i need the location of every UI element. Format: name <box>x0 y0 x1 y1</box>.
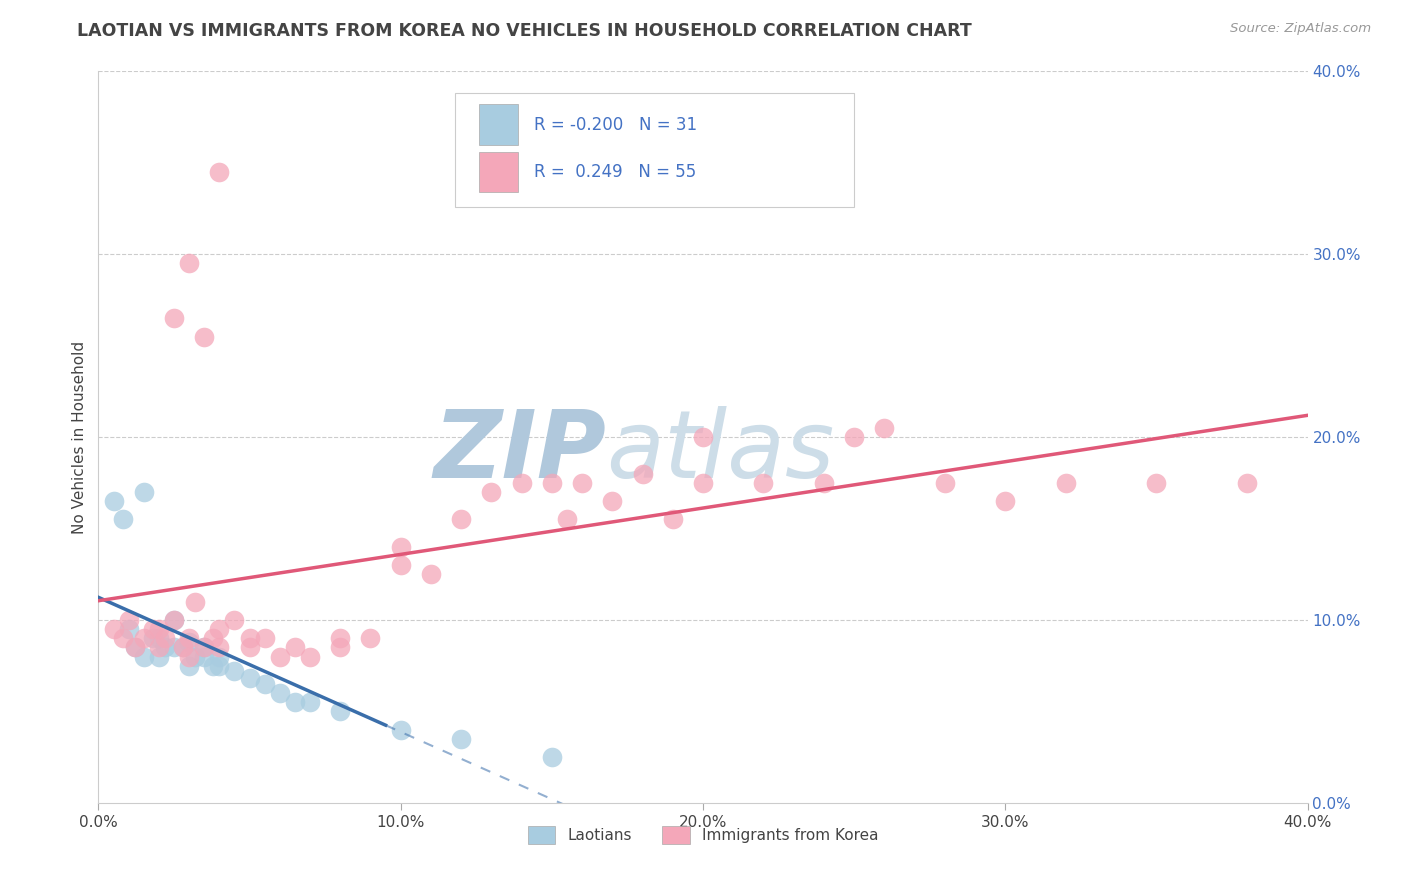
Point <box>389 723 412 737</box>
Point <box>1236 475 1258 490</box>
Point <box>994 494 1017 508</box>
Point <box>179 632 201 646</box>
Point <box>132 649 155 664</box>
Point <box>540 475 562 490</box>
Point <box>163 613 186 627</box>
Point <box>752 475 775 490</box>
Point <box>844 430 866 444</box>
Point <box>208 622 231 636</box>
Point <box>1054 475 1077 490</box>
Point <box>184 649 207 664</box>
Point <box>103 494 125 508</box>
Point <box>389 540 412 554</box>
Point <box>124 640 146 655</box>
Point <box>163 613 186 627</box>
Point <box>692 430 714 444</box>
Point <box>253 677 276 691</box>
Point <box>179 658 201 673</box>
Point <box>111 632 134 646</box>
Point <box>193 640 215 655</box>
Point <box>208 640 231 655</box>
Point <box>193 640 215 655</box>
Point <box>360 632 382 646</box>
Point <box>179 649 201 664</box>
Point <box>224 613 246 627</box>
Point <box>1144 475 1167 490</box>
Point <box>179 256 201 270</box>
Point <box>148 649 170 664</box>
Point <box>208 165 231 179</box>
Point <box>163 311 186 326</box>
Point <box>420 567 443 582</box>
Point <box>103 622 125 636</box>
Text: LAOTIAN VS IMMIGRANTS FROM KOREA NO VEHICLES IN HOUSEHOLD CORRELATION CHART: LAOTIAN VS IMMIGRANTS FROM KOREA NO VEHI… <box>77 22 972 40</box>
Point <box>555 512 578 526</box>
Text: R = -0.200   N = 31: R = -0.200 N = 31 <box>534 116 697 134</box>
Point <box>179 635 201 649</box>
Point <box>142 622 165 636</box>
Point <box>873 421 896 435</box>
Point <box>118 622 141 636</box>
Point <box>329 640 352 655</box>
FancyBboxPatch shape <box>479 152 517 192</box>
Point <box>184 594 207 608</box>
FancyBboxPatch shape <box>479 104 517 145</box>
Point <box>269 686 291 700</box>
Text: atlas: atlas <box>606 406 835 497</box>
Point <box>450 512 472 526</box>
Point <box>284 640 307 655</box>
FancyBboxPatch shape <box>456 94 855 207</box>
Point <box>540 750 562 764</box>
Y-axis label: No Vehicles in Household: No Vehicles in Household <box>72 341 87 533</box>
Point <box>239 632 262 646</box>
Point <box>208 658 231 673</box>
Point <box>571 475 593 490</box>
Point <box>124 640 146 655</box>
Text: R =  0.249   N = 55: R = 0.249 N = 55 <box>534 163 696 181</box>
Point <box>450 731 472 746</box>
Point <box>153 632 176 646</box>
Point <box>224 664 246 678</box>
Point <box>172 640 194 655</box>
Point <box>148 622 170 636</box>
Point <box>510 475 533 490</box>
Legend: Laotians, Immigrants from Korea: Laotians, Immigrants from Korea <box>522 820 884 850</box>
Point <box>284 695 307 709</box>
Point <box>118 613 141 627</box>
Point <box>132 485 155 500</box>
Point <box>202 632 225 646</box>
Point <box>193 649 215 664</box>
Point <box>481 485 503 500</box>
Text: Source: ZipAtlas.com: Source: ZipAtlas.com <box>1230 22 1371 36</box>
Point <box>631 467 654 481</box>
Point <box>329 632 352 646</box>
Point <box>148 632 170 646</box>
Point <box>163 640 186 655</box>
Point <box>153 640 176 655</box>
Point <box>299 695 322 709</box>
Point <box>193 329 215 343</box>
Point <box>132 632 155 646</box>
Point <box>202 658 225 673</box>
Point <box>111 512 134 526</box>
Point <box>269 649 291 664</box>
Point <box>661 512 683 526</box>
Point <box>253 632 276 646</box>
Point <box>142 632 165 646</box>
Point <box>692 475 714 490</box>
Point <box>602 494 624 508</box>
Point <box>239 640 262 655</box>
Point <box>813 475 835 490</box>
Point <box>172 640 194 655</box>
Point <box>299 649 322 664</box>
Point <box>389 558 412 573</box>
Point <box>208 649 231 664</box>
Text: ZIP: ZIP <box>433 406 606 498</box>
Point <box>148 640 170 655</box>
Point <box>239 672 262 686</box>
Point <box>934 475 956 490</box>
Point <box>329 705 352 719</box>
